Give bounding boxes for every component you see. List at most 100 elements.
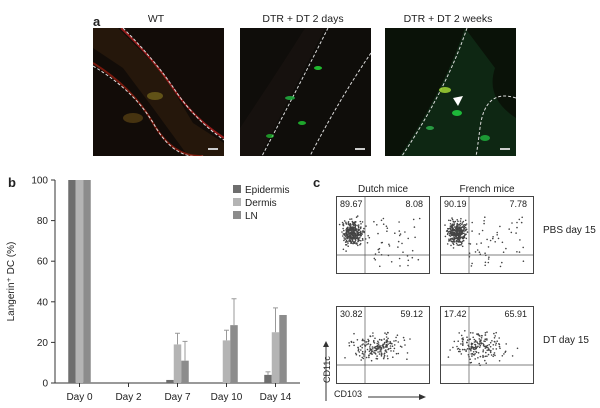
event-dot <box>357 346 359 349</box>
event-dot <box>353 232 355 234</box>
micrograph-wt <box>93 28 224 156</box>
event-dot <box>357 244 359 247</box>
event-dot <box>349 234 351 236</box>
event-dot <box>345 222 347 225</box>
event-dot <box>474 343 477 346</box>
event-dot <box>386 355 389 357</box>
event-dot <box>511 222 513 224</box>
event-dot <box>469 332 472 334</box>
event-dot <box>387 348 389 351</box>
event-dot <box>358 229 361 231</box>
event-dot <box>375 357 378 360</box>
event-dot <box>383 353 385 355</box>
event-dot <box>462 239 465 242</box>
event-dot <box>461 240 464 243</box>
event-dot <box>350 340 353 343</box>
event-dot <box>368 339 370 342</box>
event-dot <box>345 241 347 243</box>
event-dot <box>478 346 481 349</box>
event-dot <box>386 346 388 348</box>
event-dot <box>465 233 467 235</box>
event-dot <box>464 219 467 222</box>
event-dot <box>449 227 452 229</box>
bar <box>173 344 182 383</box>
event-dot <box>343 229 345 232</box>
event-dot <box>348 344 351 347</box>
event-dot <box>351 232 354 234</box>
event-dot <box>488 348 490 350</box>
x-tick-label: Day 2 <box>115 392 142 403</box>
event-dot <box>516 226 518 229</box>
event-dot <box>470 347 473 349</box>
event-dot <box>485 362 487 364</box>
event-dot <box>354 224 357 227</box>
event-dot <box>454 232 456 235</box>
event-dot <box>389 342 391 345</box>
event-dot <box>359 220 362 223</box>
event-dot <box>372 341 375 343</box>
event-dot <box>353 222 356 225</box>
event-dot <box>455 231 458 234</box>
event-dot <box>461 348 464 351</box>
event-dot <box>342 223 344 226</box>
event-dot <box>471 355 473 357</box>
event-dot <box>453 229 456 232</box>
event-dot <box>487 353 490 356</box>
event-dot <box>362 230 364 232</box>
event-dot <box>476 249 479 251</box>
event-dot <box>357 236 359 239</box>
event-dot <box>347 245 349 247</box>
event-dot <box>352 224 354 226</box>
event-dot <box>483 220 485 222</box>
event-dot <box>344 357 346 359</box>
event-dot <box>394 232 396 234</box>
event-dot <box>486 238 488 241</box>
event-dot <box>376 355 378 357</box>
event-dot <box>378 338 381 341</box>
quadrant-tl-value: 90.19 <box>444 199 467 209</box>
event-dot <box>341 221 344 224</box>
event-dot <box>456 224 458 227</box>
event-dot <box>372 332 374 334</box>
event-dot <box>361 237 364 240</box>
event-dot <box>466 336 468 338</box>
event-dot <box>384 332 386 334</box>
event-dot <box>457 227 460 230</box>
event-dot <box>464 226 467 229</box>
row-label-pbs: PBS day 15 <box>543 225 596 236</box>
event-dot <box>409 338 411 340</box>
event-dot <box>487 346 489 349</box>
event-dot <box>356 224 358 227</box>
event-dot <box>464 224 467 226</box>
event-dot <box>459 348 461 351</box>
event-dot <box>406 255 409 257</box>
event-dot <box>462 229 465 231</box>
event-dot <box>402 251 404 253</box>
event-dot <box>349 235 351 238</box>
event-dot <box>497 237 500 240</box>
event-dot <box>365 225 367 227</box>
event-dot <box>486 355 488 357</box>
event-dot <box>452 346 454 349</box>
event-dot <box>361 346 363 349</box>
x-axis-arrow <box>368 394 426 400</box>
event-dot <box>363 353 365 355</box>
event-dot <box>381 347 383 349</box>
event-dot <box>485 254 487 257</box>
event-dot <box>461 338 463 340</box>
event-dot <box>453 340 456 343</box>
event-dot <box>355 234 358 237</box>
event-dot <box>482 354 484 357</box>
event-dot <box>482 356 484 358</box>
event-dot <box>470 348 472 351</box>
event-dot <box>349 223 352 225</box>
bar <box>230 325 238 383</box>
event-dot <box>389 345 392 347</box>
event-dot <box>459 241 461 243</box>
event-dot <box>518 218 521 221</box>
event-dot <box>348 342 350 344</box>
event-dot <box>454 220 457 223</box>
event-dot <box>398 257 401 260</box>
event-dot <box>387 254 390 257</box>
event-dot <box>499 265 502 268</box>
